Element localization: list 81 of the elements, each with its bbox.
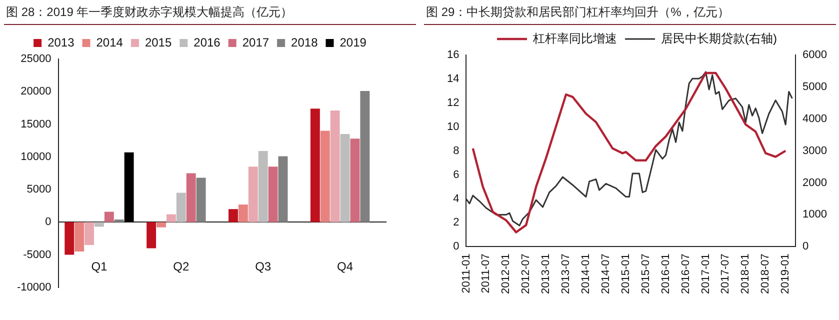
y-tick-label: 6 xyxy=(453,168,460,181)
bar xyxy=(156,222,166,228)
bar xyxy=(84,222,94,245)
chart-title: 图 29：中长期贷款和居民部门杠杆率均回升（%，亿元） xyxy=(424,0,836,25)
bar xyxy=(124,152,134,222)
y-tick-label: 0 xyxy=(45,216,52,228)
x-tick-label: 2017-01 xyxy=(700,254,712,294)
y2-tick-label: 3000 xyxy=(802,144,828,157)
y-tick-label: 8 xyxy=(453,144,460,157)
y-tick-label: 0 xyxy=(453,240,460,253)
y-tick-label: 25000 xyxy=(20,53,52,66)
x-tick-label: Q3 xyxy=(255,260,272,274)
y-tick-label: 10000 xyxy=(20,150,52,163)
x-tick-label: 2018-07 xyxy=(760,254,772,294)
y2-tick-label: 6000 xyxy=(802,49,828,62)
bar xyxy=(340,134,350,222)
legend-label: 2013 xyxy=(48,35,75,50)
x-tick-label: 2015-07 xyxy=(640,254,652,294)
bar xyxy=(104,212,114,222)
x-tick-label: 2012-01 xyxy=(500,254,512,294)
y-tick-label: -10000 xyxy=(16,281,52,294)
y-tick-label: 15000 xyxy=(20,118,52,130)
x-tick-label: 2016-01 xyxy=(660,254,672,294)
legend-label: 2014 xyxy=(96,35,124,50)
bar xyxy=(248,166,258,222)
x-tick-label: 2014-01 xyxy=(580,254,592,294)
x-tick-label: Q1 xyxy=(91,260,108,274)
bar xyxy=(74,222,84,252)
bar xyxy=(310,108,320,222)
bar xyxy=(186,173,196,222)
bar xyxy=(94,222,104,227)
bar xyxy=(166,214,176,222)
legend-label: 2015 xyxy=(144,35,172,50)
x-tick-label: 2019-01 xyxy=(780,254,792,294)
bar xyxy=(330,110,340,222)
bar xyxy=(320,130,330,222)
bar xyxy=(196,178,206,222)
bar xyxy=(64,222,74,255)
x-tick-label: 2015-01 xyxy=(620,254,632,294)
y2-tick-label: 5000 xyxy=(802,80,828,93)
y2-tick-label: 0 xyxy=(802,240,809,253)
bar xyxy=(238,204,248,222)
x-tick-label: 2013-01 xyxy=(540,254,552,294)
bar xyxy=(146,222,156,248)
legend-label: 2016 xyxy=(194,35,221,50)
x-tick-label: 2016-07 xyxy=(680,254,692,294)
bar xyxy=(350,138,360,222)
legend-label: 居民中长期贷款(右轴) xyxy=(661,31,778,46)
bar xyxy=(176,192,186,222)
x-tick-label: Q4 xyxy=(337,260,354,274)
y-tick-label: 5000 xyxy=(26,184,52,196)
x-tick-label: 2014-07 xyxy=(600,254,612,294)
y-tick-label: 4 xyxy=(453,192,460,205)
bar xyxy=(258,151,268,222)
legend-label: 2017 xyxy=(242,35,270,50)
x-tick-label: 2012-07 xyxy=(520,254,532,294)
bar xyxy=(228,209,238,222)
x-tick-label: Q2 xyxy=(173,260,190,274)
y-tick-label: -5000 xyxy=(23,248,52,261)
y2-tick-label: 2000 xyxy=(802,176,828,189)
y-tick-label: 14 xyxy=(446,72,460,85)
y-tick-label: 12 xyxy=(446,96,460,109)
y-tick-label: 10 xyxy=(446,120,460,133)
x-tick-label: 2017-07 xyxy=(720,254,732,294)
x-tick-label: 2011-01 xyxy=(460,254,472,294)
y2-tick-label: 4000 xyxy=(802,112,828,125)
y-tick-label: 2 xyxy=(453,216,460,229)
y-tick-label: 16 xyxy=(446,49,460,62)
bar xyxy=(268,166,278,222)
bar xyxy=(114,220,124,222)
legend-label: 2019 xyxy=(340,35,367,50)
bar xyxy=(360,90,370,222)
bar xyxy=(278,156,288,222)
chart-title: 图 28：2019 年一季度财政赤字规模大幅提高（亿元） xyxy=(4,0,416,25)
x-tick-label: 2013-07 xyxy=(560,254,572,294)
x-tick-label: 2018-01 xyxy=(740,254,752,294)
legend-label: 杠杆率同比增速 xyxy=(532,31,618,46)
x-tick-label: 2011-07 xyxy=(480,254,492,294)
legend-label: 2018 xyxy=(291,35,318,50)
y2-tick-label: 1000 xyxy=(802,208,828,221)
y-tick-label: 20000 xyxy=(20,86,52,98)
